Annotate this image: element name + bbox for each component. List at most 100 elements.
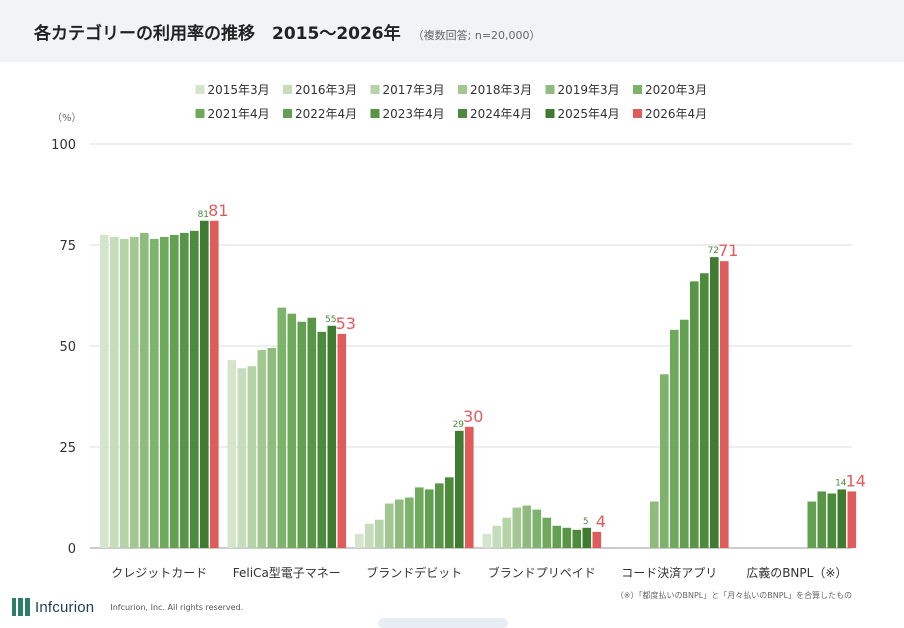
chart-title-text: 各カテゴリーの利用率の推移 2015〜2026年 [34, 24, 401, 44]
bar [690, 281, 699, 548]
bar [337, 333, 347, 548]
legend-swatch [633, 109, 642, 118]
bar [190, 230, 199, 549]
bar [670, 329, 679, 548]
infcurion-logo-icon [12, 598, 30, 616]
legend-label: 2016年3月 [295, 83, 357, 97]
y-tick-label: 100 [51, 138, 76, 153]
data-label: 53 [336, 314, 356, 333]
data-label: 30 [463, 407, 483, 426]
y-tick-label: 0 [68, 542, 76, 557]
bar [395, 499, 404, 548]
header-band: 各カテゴリーの利用率の推移 2015〜2026年 （複数回答; n=20,000） [0, 0, 904, 62]
data-label: 81 [198, 210, 209, 220]
legend-label: 2026年4月 [645, 107, 707, 121]
bar [435, 483, 444, 548]
data-label: 71 [718, 241, 738, 260]
bar [375, 519, 384, 548]
bar [522, 505, 532, 548]
bar-chart: 0 25 50 75 100 （%） クレジットカード FeliCa型電子マネー ブランドデビッ… [51, 83, 866, 600]
bar [180, 232, 189, 548]
bar [482, 533, 492, 548]
legend-swatch [458, 109, 467, 118]
legend-swatch [195, 85, 205, 94]
bar [200, 220, 209, 548]
x-tick-label: ブランドプリペイド [488, 565, 596, 580]
bar [297, 321, 307, 548]
legend-label: 2024年4月 [470, 107, 532, 121]
bar [700, 273, 709, 548]
bar [425, 489, 434, 548]
x-tick-label: FeliCa型電子マネー [233, 566, 341, 580]
bar [582, 527, 592, 548]
bar [817, 491, 827, 548]
bar [455, 430, 464, 548]
bar [562, 527, 572, 548]
legend-label: 2017年3月 [383, 83, 445, 97]
chart-title: 各カテゴリーの利用率の推移 2015〜2026年 （複数回答; n=20,000） [34, 19, 541, 44]
chart-subtitle: （複数回答; n=20,000） [412, 29, 541, 42]
bar [277, 307, 287, 548]
data-label: 55 [325, 315, 336, 325]
x-tick-label: ブランドデビット [366, 565, 462, 580]
legend-swatch [545, 109, 555, 118]
bar [552, 525, 562, 548]
bar [327, 325, 337, 548]
legend-label: 2018年3月 [470, 83, 532, 97]
legend-label: 2023年4月 [383, 107, 445, 121]
legend-label: 2015年3月 [208, 83, 270, 97]
data-label: 4 [596, 512, 606, 531]
x-tick-label: コード決済アプリ [621, 565, 717, 580]
bar [405, 497, 414, 548]
bar [110, 236, 119, 549]
bar [267, 348, 277, 548]
bar [532, 509, 542, 548]
data-label: 5 [583, 517, 589, 527]
y-axis-unit-label: （%） [52, 112, 82, 124]
bar [150, 238, 159, 548]
bar [287, 313, 297, 548]
bar [120, 238, 129, 548]
legend-label: 2021年4月 [208, 107, 270, 121]
x-tick-label: 広義のBNPL（※） [746, 565, 847, 580]
legend-swatch [283, 109, 292, 118]
bar [365, 523, 374, 548]
bar [415, 487, 424, 548]
bar [465, 426, 474, 548]
bar [827, 493, 837, 548]
bar [680, 319, 689, 548]
data-label: 14 [846, 471, 866, 490]
bar [807, 501, 817, 548]
scroll-indicator[interactable] [378, 618, 508, 628]
bar [660, 374, 669, 548]
copyright-text: Infcurion, Inc. All rights reserved. [110, 602, 244, 612]
bar [512, 507, 522, 548]
bar [592, 531, 602, 548]
legend-label: 2025年4月 [558, 107, 620, 121]
y-tick-label: 75 [59, 239, 76, 254]
legend-label: 2020年3月 [645, 83, 707, 97]
data-label: 14 [835, 478, 847, 488]
bar [837, 489, 847, 548]
legend-swatch [283, 85, 292, 94]
bar [847, 491, 857, 548]
bar [572, 529, 582, 548]
legend-swatch [195, 109, 205, 118]
legend-swatch [545, 85, 555, 94]
bar [170, 234, 179, 548]
y-tick-label: 25 [59, 441, 76, 456]
data-label: 29 [453, 420, 465, 430]
legend-swatch [370, 85, 380, 94]
footnote: （※）「都度払いのBNPL」と「月々払いのBNPL」を合算したもの [616, 590, 852, 600]
bar [385, 503, 394, 548]
legend-swatch [458, 85, 467, 94]
bar [130, 236, 139, 549]
bar [502, 517, 512, 548]
bar [445, 477, 454, 548]
bar [720, 261, 729, 548]
bar [650, 501, 659, 548]
bar [542, 517, 552, 548]
legend-swatch [370, 109, 380, 118]
bar [355, 533, 364, 548]
data-label: 72 [708, 246, 719, 256]
